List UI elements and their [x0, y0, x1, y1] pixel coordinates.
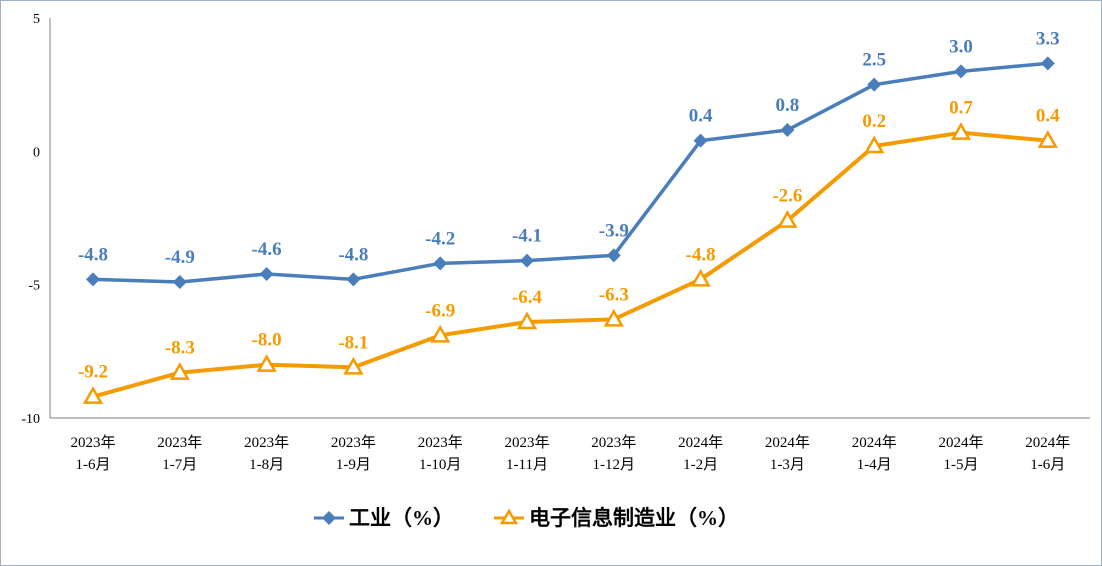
legend: 工业（%） 电子信息制造业（%） — [314, 506, 739, 530]
x-tick-label-year: 2024年 — [938, 434, 983, 451]
diamond-marker — [954, 64, 968, 79]
x-tick-label-year: 2023年 — [591, 434, 636, 451]
data-label: -6.4 — [512, 287, 543, 308]
diamond-marker — [346, 272, 361, 287]
x-tick-label-year: 2024年 — [852, 434, 897, 451]
x-tick-label-period: 1-4月 — [857, 457, 892, 473]
x-tick-label-year: 2023年 — [70, 434, 115, 451]
data-label: -4.9 — [165, 247, 195, 268]
data-label: -8.1 — [338, 332, 368, 353]
triangle-marker — [430, 324, 451, 343]
data-label: -6.9 — [425, 300, 455, 321]
series-lines — [92, 61, 1048, 399]
triangle-marker — [777, 210, 798, 228]
diamond-marker — [86, 272, 100, 287]
series-line-industry — [92, 61, 1048, 284]
x-tick-label-year: 2023年 — [331, 434, 376, 451]
data-label: 3.0 — [949, 36, 973, 57]
triangle-marker — [1037, 130, 1058, 148]
legend-triangle-icon — [499, 508, 519, 525]
diamond-marker — [780, 123, 795, 137]
data-label: -4.8 — [338, 244, 368, 265]
data-label: -3.9 — [599, 220, 629, 241]
diamond-marker — [172, 275, 187, 289]
data-label: -9.2 — [78, 362, 108, 383]
triangle-marker — [864, 135, 885, 154]
series-markers — [82, 56, 1058, 404]
x-tick-label-period: 1-12月 — [593, 457, 636, 473]
axes: 5 0 -5 -10 2023年 1-6月 2023年 1-7月 2023年 1-8月 2023年 1… — [21, 12, 1090, 473]
triangle-marker — [256, 354, 277, 372]
data-label: 0.2 — [862, 111, 886, 132]
diamond-marker — [520, 253, 534, 268]
legend-diamond-icon — [322, 511, 336, 525]
x-tick-label-year: 2023年 — [157, 434, 202, 451]
x-tick-label-year: 2023年 — [418, 434, 463, 451]
x-tick-label-period: 1-5月 — [944, 457, 979, 473]
triangle-marker — [343, 356, 364, 375]
series-line-electronics — [92, 130, 1048, 399]
data-label: 0.4 — [689, 106, 713, 127]
y-tick-label: 5 — [33, 12, 40, 27]
diamond-marker — [867, 77, 882, 92]
diamond-marker — [259, 267, 274, 281]
legend-label-industry: 工业（%） — [349, 506, 454, 530]
data-label: -4.8 — [686, 244, 716, 265]
data-label: 3.3 — [1036, 28, 1060, 49]
data-label: -8.0 — [252, 330, 282, 351]
y-tick-label: 0 — [33, 145, 40, 160]
data-label: 0.4 — [1036, 106, 1060, 127]
diamond-marker — [1040, 56, 1055, 71]
triangle-marker — [603, 308, 624, 327]
data-label: 0.8 — [776, 95, 800, 116]
x-tick-label-year: 2023年 — [504, 434, 549, 451]
x-tick-label-period: 1-7月 — [162, 457, 197, 473]
diamond-marker — [606, 248, 621, 263]
legend-label-electronics: 电子信息制造业（%） — [529, 506, 739, 530]
diamond-marker — [433, 256, 448, 271]
x-tick-label-period: 1-9月 — [336, 457, 371, 473]
x-tick-label-year: 2024年 — [1025, 434, 1070, 451]
x-tick-label-year: 2023年 — [244, 434, 289, 451]
data-label: -2.6 — [772, 186, 802, 207]
data-label: -4.8 — [78, 244, 108, 265]
data-label: -6.3 — [599, 284, 629, 305]
data-label: -4.2 — [425, 228, 455, 249]
x-tick-label-period: 1-6月 — [76, 457, 111, 473]
triangle-marker — [169, 362, 190, 380]
data-label: -4.1 — [512, 226, 542, 247]
triangle-marker — [82, 386, 104, 404]
triangle-marker — [950, 122, 972, 140]
x-tick-label-period: 1-3月 — [770, 457, 805, 473]
triangle-marker — [690, 268, 711, 287]
x-tick-label-period: 1-11月 — [506, 457, 548, 473]
x-tick-label-year: 2024年 — [765, 434, 810, 451]
x-tick-label-period: 1-8月 — [249, 457, 284, 473]
data-labels: -4.8 -4.9 -4.6 -4.8 -4.2 -4.1 -3.9 0.4 0.8 2.5 3.0… — [78, 28, 1060, 382]
data-label: 2.5 — [862, 50, 886, 71]
x-tick-label-year: 2024年 — [678, 434, 723, 451]
x-tick-label-period: 1-6月 — [1030, 457, 1065, 473]
x-tick-label-period: 1-2月 — [683, 457, 718, 473]
data-label: -4.6 — [252, 239, 282, 260]
data-label: 0.7 — [949, 98, 973, 119]
data-label: -8.3 — [165, 338, 195, 359]
y-tick-label: -10 — [21, 412, 40, 427]
y-tick-label: -5 — [28, 279, 40, 294]
diamond-marker — [693, 133, 708, 148]
triangle-marker — [516, 311, 538, 330]
x-tick-label-period: 1-10月 — [419, 457, 462, 473]
